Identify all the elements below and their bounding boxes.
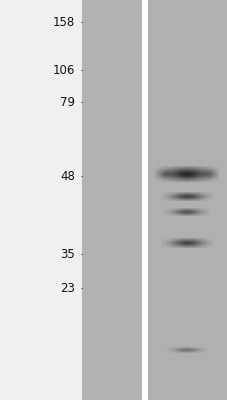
Text: 106: 106 <box>53 64 75 76</box>
Text: 48: 48 <box>60 170 75 182</box>
Text: 23: 23 <box>60 282 75 294</box>
Bar <box>82 0 144 400</box>
Text: 35: 35 <box>60 248 75 260</box>
Text: 158: 158 <box>53 16 75 28</box>
Bar <box>144 0 227 400</box>
Bar <box>141 0 147 400</box>
Text: 79: 79 <box>60 96 75 108</box>
